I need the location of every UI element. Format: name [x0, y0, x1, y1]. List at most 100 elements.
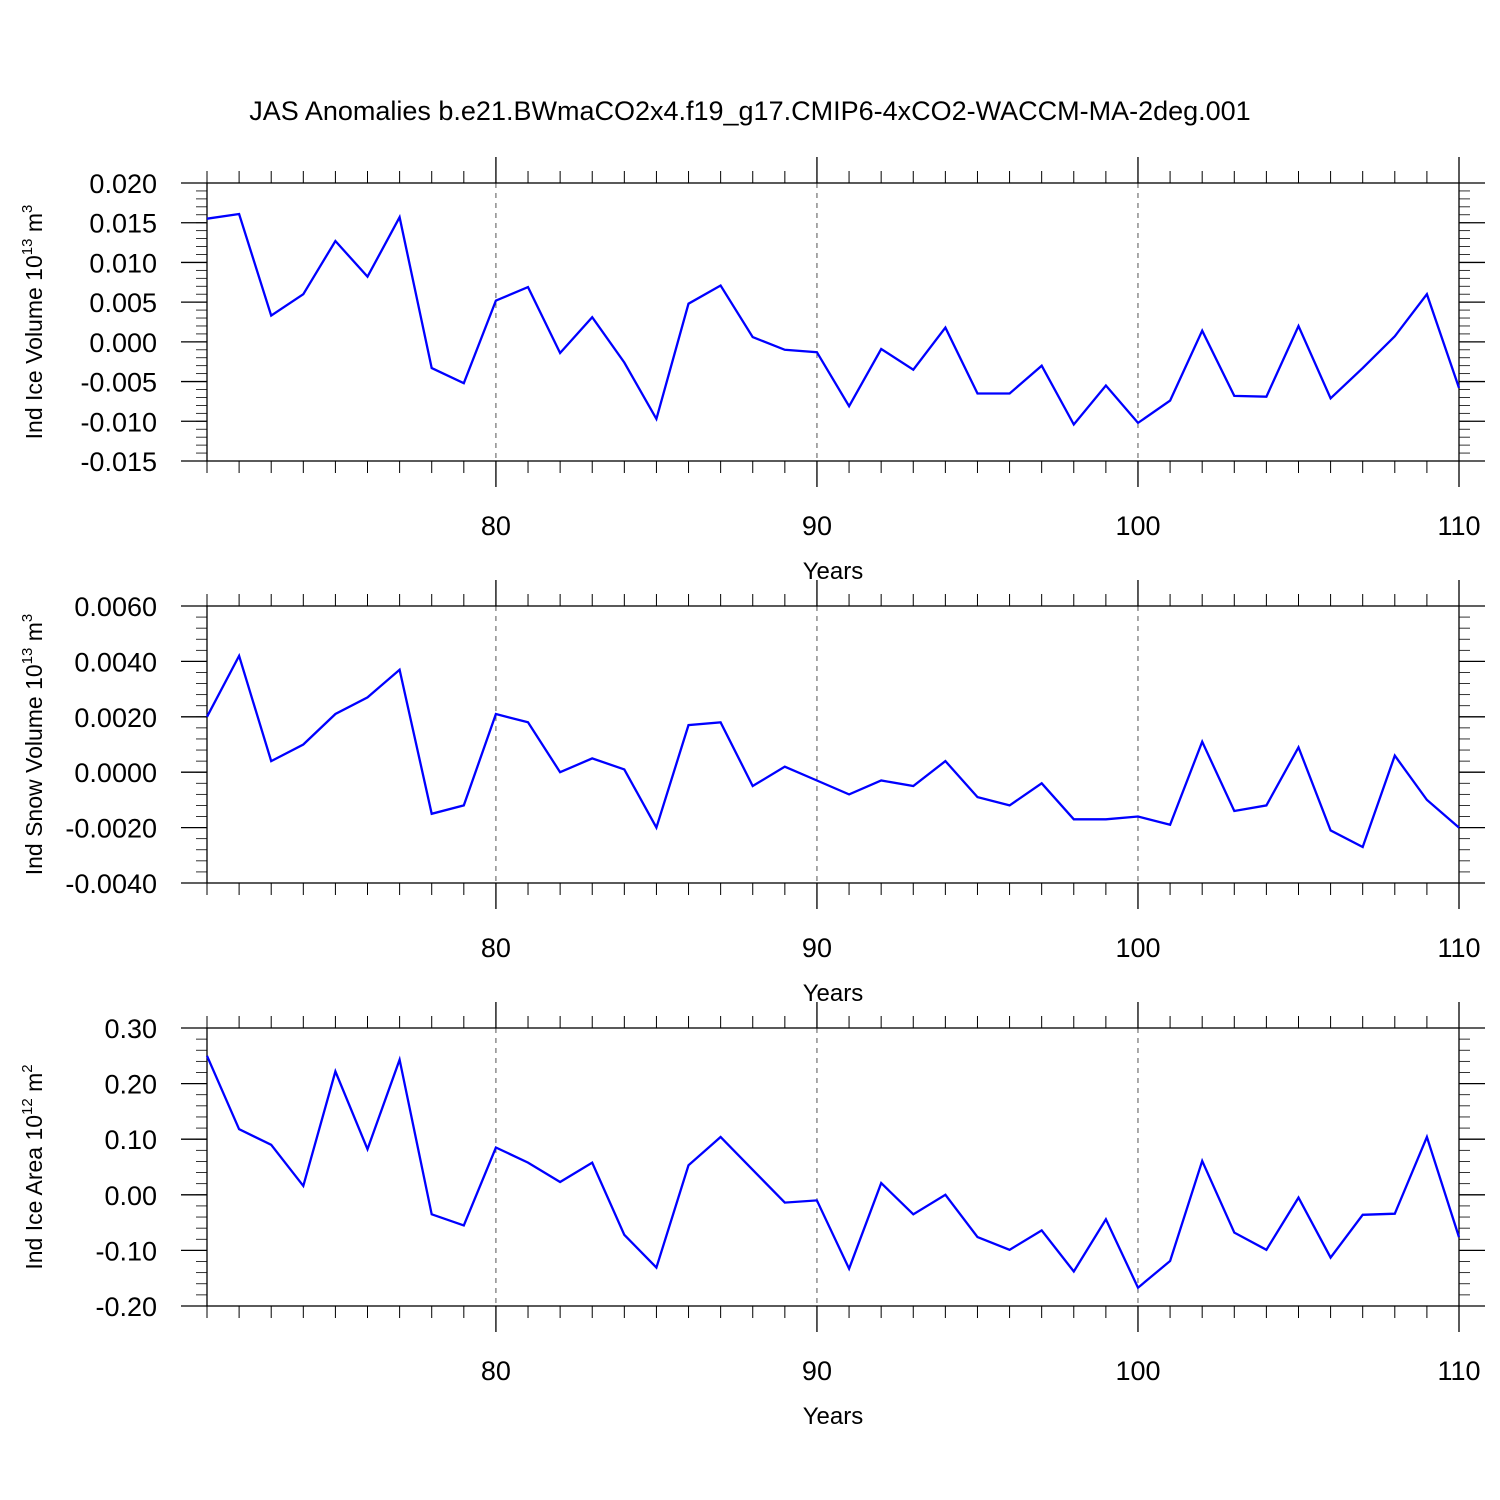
x-tick-label: 80 — [481, 511, 511, 541]
data-point — [1105, 818, 1107, 820]
chart-panel-3: 80 90 100 110 -0.20 -0.10 0.00 0.10 0.20 0.30 Year… — [19, 1002, 1485, 1430]
data-point — [1233, 1232, 1235, 1234]
y-tick-label: 0.0040 — [74, 647, 157, 677]
data-point — [880, 348, 882, 350]
data-point — [720, 284, 722, 286]
data-point — [591, 316, 593, 318]
data-point — [238, 655, 240, 657]
data-point — [334, 713, 336, 715]
data-point — [655, 1267, 657, 1269]
data-point — [784, 1202, 786, 1204]
data-point — [784, 766, 786, 768]
data-point — [1009, 804, 1011, 806]
data-point — [495, 713, 497, 715]
panels: 80 90 100 110 -0.015 -0.010 -0.005 0.000 0.005 0.… — [19, 157, 1485, 1430]
x-tick-label: 90 — [802, 933, 832, 963]
data-point — [431, 1213, 433, 1215]
data-point — [912, 369, 914, 371]
data-point — [399, 1059, 401, 1061]
data-point — [1362, 846, 1364, 848]
chart-panel-2: 80 90 100 110 -0.0040 -0.0020 0.0000 0.0020 0.00… — [19, 580, 1485, 1007]
data-point — [495, 300, 497, 302]
data-point — [270, 315, 272, 317]
data-point — [431, 367, 433, 369]
x-tick-label: 100 — [1115, 1356, 1160, 1386]
y-tick-label: 0.30 — [104, 1014, 157, 1044]
x-tick-label: 110 — [1437, 933, 1480, 963]
y-axis-label: Ind Snow Volume 1013 m3 — [19, 614, 47, 876]
x-tick-label: 90 — [802, 1356, 832, 1386]
data-point — [1458, 387, 1460, 389]
data-point — [1169, 400, 1171, 402]
data-point — [1297, 325, 1299, 327]
data-point — [623, 362, 625, 364]
data-point — [1426, 1136, 1428, 1138]
data-point — [270, 760, 272, 762]
data-point — [848, 1268, 850, 1270]
data-point — [848, 405, 850, 407]
data-point — [1458, 827, 1460, 829]
x-tick-label: 100 — [1115, 511, 1160, 541]
data-point — [399, 216, 401, 218]
plot-frame — [206, 1027, 1460, 1307]
data-point — [270, 1144, 272, 1146]
data-point — [1137, 1287, 1139, 1289]
data-point — [944, 1194, 946, 1196]
data-point — [1105, 1218, 1107, 1220]
data-point — [367, 276, 369, 278]
data-point — [591, 1162, 593, 1164]
data-point — [784, 349, 786, 351]
data-point — [1330, 1257, 1332, 1259]
data-point — [1009, 1249, 1011, 1251]
data-point — [1169, 1260, 1171, 1262]
y-tick-label: 0.000 — [89, 328, 157, 358]
chart-panel-1: 80 90 100 110 -0.015 -0.010 -0.005 0.000 0.005 0.… — [19, 157, 1485, 585]
plot-frame — [206, 605, 1460, 884]
data-point — [1233, 810, 1235, 812]
x-tick-label: 110 — [1437, 1356, 1480, 1386]
data-point — [559, 1181, 561, 1183]
y-tick-label: 0.020 — [89, 169, 157, 199]
data-point — [1041, 365, 1043, 367]
x-tick-label: 100 — [1115, 933, 1160, 963]
data-point — [1297, 746, 1299, 748]
data-point — [1073, 1271, 1075, 1273]
data-point — [1394, 755, 1396, 757]
data-point — [527, 721, 529, 723]
data-point — [1073, 818, 1075, 820]
x-tick-label: 80 — [481, 1356, 511, 1386]
data-point — [463, 804, 465, 806]
y-tick-label: 0.10 — [104, 1125, 157, 1155]
data-point — [944, 760, 946, 762]
data-point — [976, 1236, 978, 1238]
data-point — [623, 1234, 625, 1236]
data-point — [463, 1224, 465, 1226]
data-point — [816, 780, 818, 782]
series-line — [205, 1055, 1461, 1290]
series-line — [206, 212, 1461, 427]
data-point — [302, 1185, 304, 1187]
data-point — [367, 696, 369, 698]
data-point — [655, 827, 657, 829]
data-point — [1073, 423, 1075, 425]
x-tick-label: 80 — [481, 933, 511, 963]
data-point — [816, 351, 818, 353]
data-point — [976, 392, 978, 394]
data-point — [431, 813, 433, 815]
data-point — [1426, 293, 1428, 295]
data-point — [238, 213, 240, 215]
data-point — [1137, 816, 1139, 818]
data-point — [912, 1213, 914, 1215]
data-point — [1265, 804, 1267, 806]
data-point — [1394, 335, 1396, 337]
data-point — [816, 1199, 818, 1201]
data-point — [1041, 782, 1043, 784]
data-point — [688, 724, 690, 726]
data-point — [1201, 741, 1203, 743]
data-point — [1009, 392, 1011, 394]
data-point — [655, 418, 657, 420]
data-point — [463, 382, 465, 384]
figure-title: JAS Anomalies b.e21.BWmaCO2x4.f19_g17.CM… — [249, 96, 1250, 126]
data-point — [206, 716, 208, 718]
y-tick-label: -0.015 — [80, 447, 157, 477]
